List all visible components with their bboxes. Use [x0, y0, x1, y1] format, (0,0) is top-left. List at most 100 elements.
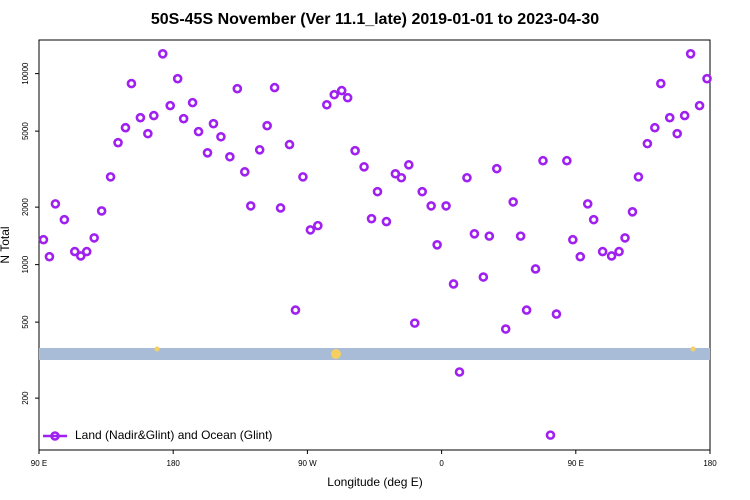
point: [478, 272, 489, 282]
y-tick-label: 10000: [21, 62, 30, 85]
point: [366, 213, 377, 224]
point: [113, 137, 123, 148]
point: [359, 162, 369, 172]
point: [396, 172, 407, 183]
y-axis-label: N Total: [0, 226, 12, 263]
point: [193, 126, 204, 137]
point: [254, 145, 265, 155]
point: [620, 233, 630, 243]
y-tick-label: 1000: [21, 255, 30, 273]
point: [69, 246, 80, 257]
point: [606, 251, 617, 261]
point: [597, 246, 608, 257]
point: [269, 82, 280, 93]
point: [126, 78, 137, 89]
point: [694, 100, 705, 111]
point: [500, 324, 511, 334]
point: [642, 138, 653, 149]
point: [305, 225, 316, 235]
point: [290, 305, 301, 315]
point: [551, 309, 562, 319]
point: [44, 251, 55, 262]
legend: Land (Nadir&Glint) and Ocean (Glint): [43, 428, 272, 442]
point: [441, 201, 451, 211]
point: [262, 120, 272, 131]
point: [329, 89, 340, 100]
point: [508, 197, 518, 207]
x-tick-label: 90 E: [31, 459, 47, 468]
x-tick-label: 180: [703, 459, 717, 468]
point: [538, 155, 548, 166]
point: [187, 97, 198, 108]
point: [664, 112, 675, 123]
point: [149, 110, 159, 121]
glint-dot: [154, 346, 160, 352]
point: [432, 239, 442, 250]
point: [469, 229, 480, 239]
point: [216, 131, 226, 142]
point: [96, 206, 107, 216]
point: [462, 172, 472, 183]
point: [350, 145, 360, 156]
point: [702, 73, 712, 84]
point: [298, 172, 308, 182]
point: [239, 167, 250, 177]
point: [454, 367, 465, 377]
point: [614, 246, 624, 257]
point: [403, 160, 414, 170]
point: [530, 264, 541, 274]
point: [679, 110, 690, 121]
point: [484, 231, 495, 241]
point: [381, 216, 392, 227]
point: [575, 251, 586, 262]
point: [165, 100, 176, 111]
point: [225, 151, 235, 162]
point: [588, 214, 599, 225]
point: [372, 186, 383, 197]
x-tick-label: 90 E: [568, 459, 584, 468]
point: [650, 122, 660, 133]
point: [89, 233, 99, 243]
point: [321, 99, 332, 110]
point: [491, 163, 502, 174]
x-tick-label: 0: [439, 459, 444, 468]
y-tick-label: 500: [21, 315, 30, 329]
point: [515, 231, 526, 241]
y-tick-label: 2000: [21, 198, 30, 216]
glint-dot: [331, 349, 341, 359]
point: [409, 318, 420, 328]
glint-dot: [690, 346, 696, 352]
glint-band: [39, 348, 710, 360]
x-tick-label: 90 W: [298, 459, 317, 468]
point: [178, 113, 189, 124]
point: [627, 207, 638, 217]
point: [105, 172, 116, 182]
point: [426, 201, 436, 211]
point: [562, 155, 572, 166]
point: [245, 201, 256, 211]
point: [157, 49, 168, 59]
x-tick-label: 180: [167, 459, 181, 468]
point: [685, 49, 696, 59]
point: [232, 83, 243, 94]
point: [655, 78, 666, 89]
plot-frame: [38, 39, 711, 451]
legend-marker: [50, 431, 60, 441]
point: [336, 85, 347, 96]
point: [342, 92, 353, 103]
point: [202, 148, 213, 158]
legend-label: Land (Nadir&Glint) and Ocean (Glint): [75, 428, 272, 442]
point: [633, 172, 644, 182]
point: [120, 122, 131, 133]
point: [448, 279, 459, 289]
point: [417, 186, 428, 197]
point: [135, 112, 146, 123]
point: [521, 305, 532, 315]
point: [59, 214, 70, 225]
point: [172, 73, 183, 84]
y-tick-label: 200: [21, 391, 30, 405]
point: [208, 118, 219, 129]
point: [545, 430, 556, 440]
